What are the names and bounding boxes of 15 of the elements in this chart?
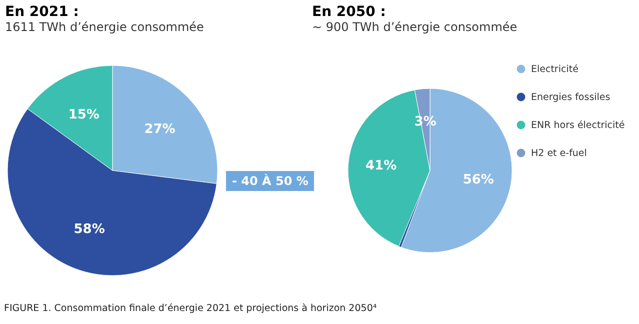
chart-subtitle: ~ 900 TWh d’énergie consommée <box>312 20 518 34</box>
text: - 40 À 50 % <box>226 171 314 191</box>
legend-label: ENR hors électricité <box>531 120 625 131</box>
legend-label: H2 et e-fuel <box>531 148 587 159</box>
data-label: 15% <box>68 107 100 122</box>
legend-label: Energies fossiles <box>531 92 610 103</box>
chart-title: En 2021 : <box>5 4 79 20</box>
legend-label: Electricité <box>531 64 579 75</box>
caption: FIGURE 1. Consommation finale d’énergie 2021 et projections à horizon 2050⁴ <box>4 303 377 314</box>
data-label: 41% <box>365 158 397 174</box>
chart-title: En 2050 : <box>312 4 386 20</box>
data-label: 58% <box>74 222 105 238</box>
data-label: 56% <box>462 172 494 188</box>
data-label: 27% <box>144 122 176 137</box>
chart-subtitle: 1611 TWh d’énergie consommée <box>5 20 204 34</box>
